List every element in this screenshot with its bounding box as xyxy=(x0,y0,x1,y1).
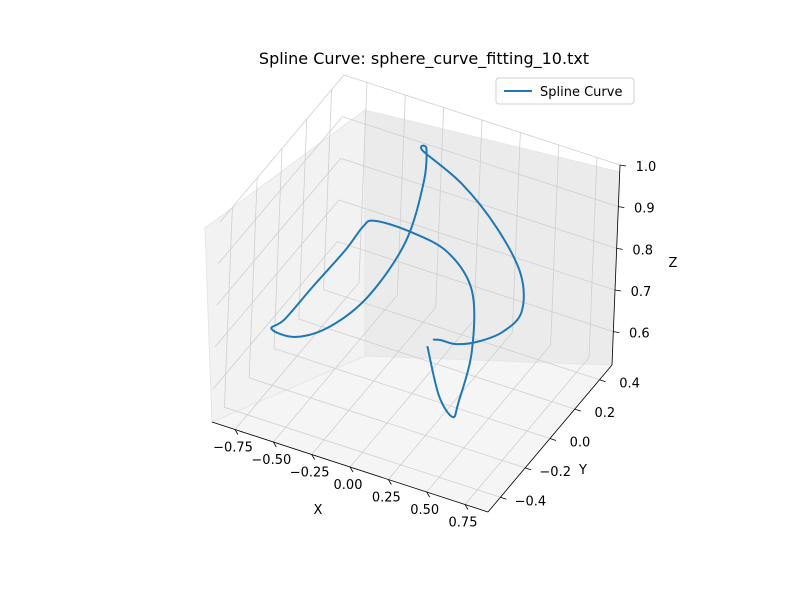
y-tick-label: −0.2 xyxy=(539,465,571,480)
y-tick-label: −0.4 xyxy=(515,494,547,509)
series-line-spline-curve xyxy=(270,144,525,419)
tick-labels: −0.75−0.50−0.25 0.00 0.25 0.50 0.75 −0.4 −0.2 0… xyxy=(213,160,656,531)
x-axis-label: X xyxy=(314,503,323,518)
z-tick-mark xyxy=(618,206,625,209)
z-tick-label: 0.7 xyxy=(631,285,652,300)
x-tick-label: −0.50 xyxy=(251,453,291,468)
y-tick-mark xyxy=(574,408,581,412)
x-axis-line xyxy=(211,421,489,513)
x-tick-mark xyxy=(426,491,431,498)
legend-label: Spline Curve xyxy=(540,85,622,100)
z-tick-label: 0.8 xyxy=(632,243,653,258)
z-gridline xyxy=(219,74,621,223)
x-gridline xyxy=(273,94,406,443)
z-axis-label: Z xyxy=(669,256,678,271)
x-tick-mark xyxy=(272,441,277,448)
y-gridline xyxy=(323,89,600,381)
y-tick-label: 0.4 xyxy=(619,377,640,392)
z-tick-label: 0.9 xyxy=(634,202,655,217)
z-tick-label: 1.0 xyxy=(636,160,657,175)
x-gridline xyxy=(388,132,521,480)
z-gridline xyxy=(216,157,617,306)
x-tick-label: 0.50 xyxy=(410,503,439,518)
chart-title: Spline Curve: sphere_curve_fitting_10.tx… xyxy=(259,49,589,69)
y-axis-line xyxy=(487,364,613,513)
axes-panes xyxy=(204,109,621,513)
x-tick-label: −0.25 xyxy=(290,466,330,481)
x-gridline xyxy=(234,82,368,430)
x-tick-label: 0.25 xyxy=(372,491,401,506)
legend: Spline Curve xyxy=(495,77,635,105)
legend-box xyxy=(495,77,635,105)
z-tick-mark xyxy=(614,289,622,292)
y-tick-mark xyxy=(500,496,507,500)
x-tick-label: −0.75 xyxy=(213,441,253,456)
z-tick-label: 0.6 xyxy=(629,327,650,342)
z-gridline xyxy=(218,116,619,264)
x-gridline xyxy=(464,157,598,505)
z-axis-line xyxy=(611,164,621,366)
x-tick-mark xyxy=(234,429,239,435)
x-tick-mark xyxy=(349,466,354,473)
x-tick-label: 0.00 xyxy=(334,478,363,493)
x-tick-mark xyxy=(311,454,316,460)
y-gridline xyxy=(223,207,501,498)
y-gridline xyxy=(273,148,551,439)
y-tick-mark xyxy=(549,438,557,441)
y-gridline xyxy=(248,177,526,469)
z-tick-mark xyxy=(613,331,620,334)
z-tick-mark xyxy=(619,164,627,167)
y-tick-mark xyxy=(525,467,532,471)
y-gridline xyxy=(298,119,575,410)
y-tick-label: 0.0 xyxy=(570,436,591,451)
z-tick-mark xyxy=(616,247,623,250)
z-gridline xyxy=(214,199,616,348)
y-tick-label: 0.2 xyxy=(594,406,615,421)
z-gridline xyxy=(213,241,614,389)
y-axis-label: Y xyxy=(578,463,587,478)
y-tick-mark xyxy=(599,379,606,383)
x-tick-label: 0.75 xyxy=(449,516,478,531)
x-tick-mark xyxy=(464,504,469,510)
x-gridline xyxy=(426,144,560,493)
x-tick-mark xyxy=(387,479,392,485)
axis-lines xyxy=(211,164,627,513)
x-gridline xyxy=(311,107,445,455)
